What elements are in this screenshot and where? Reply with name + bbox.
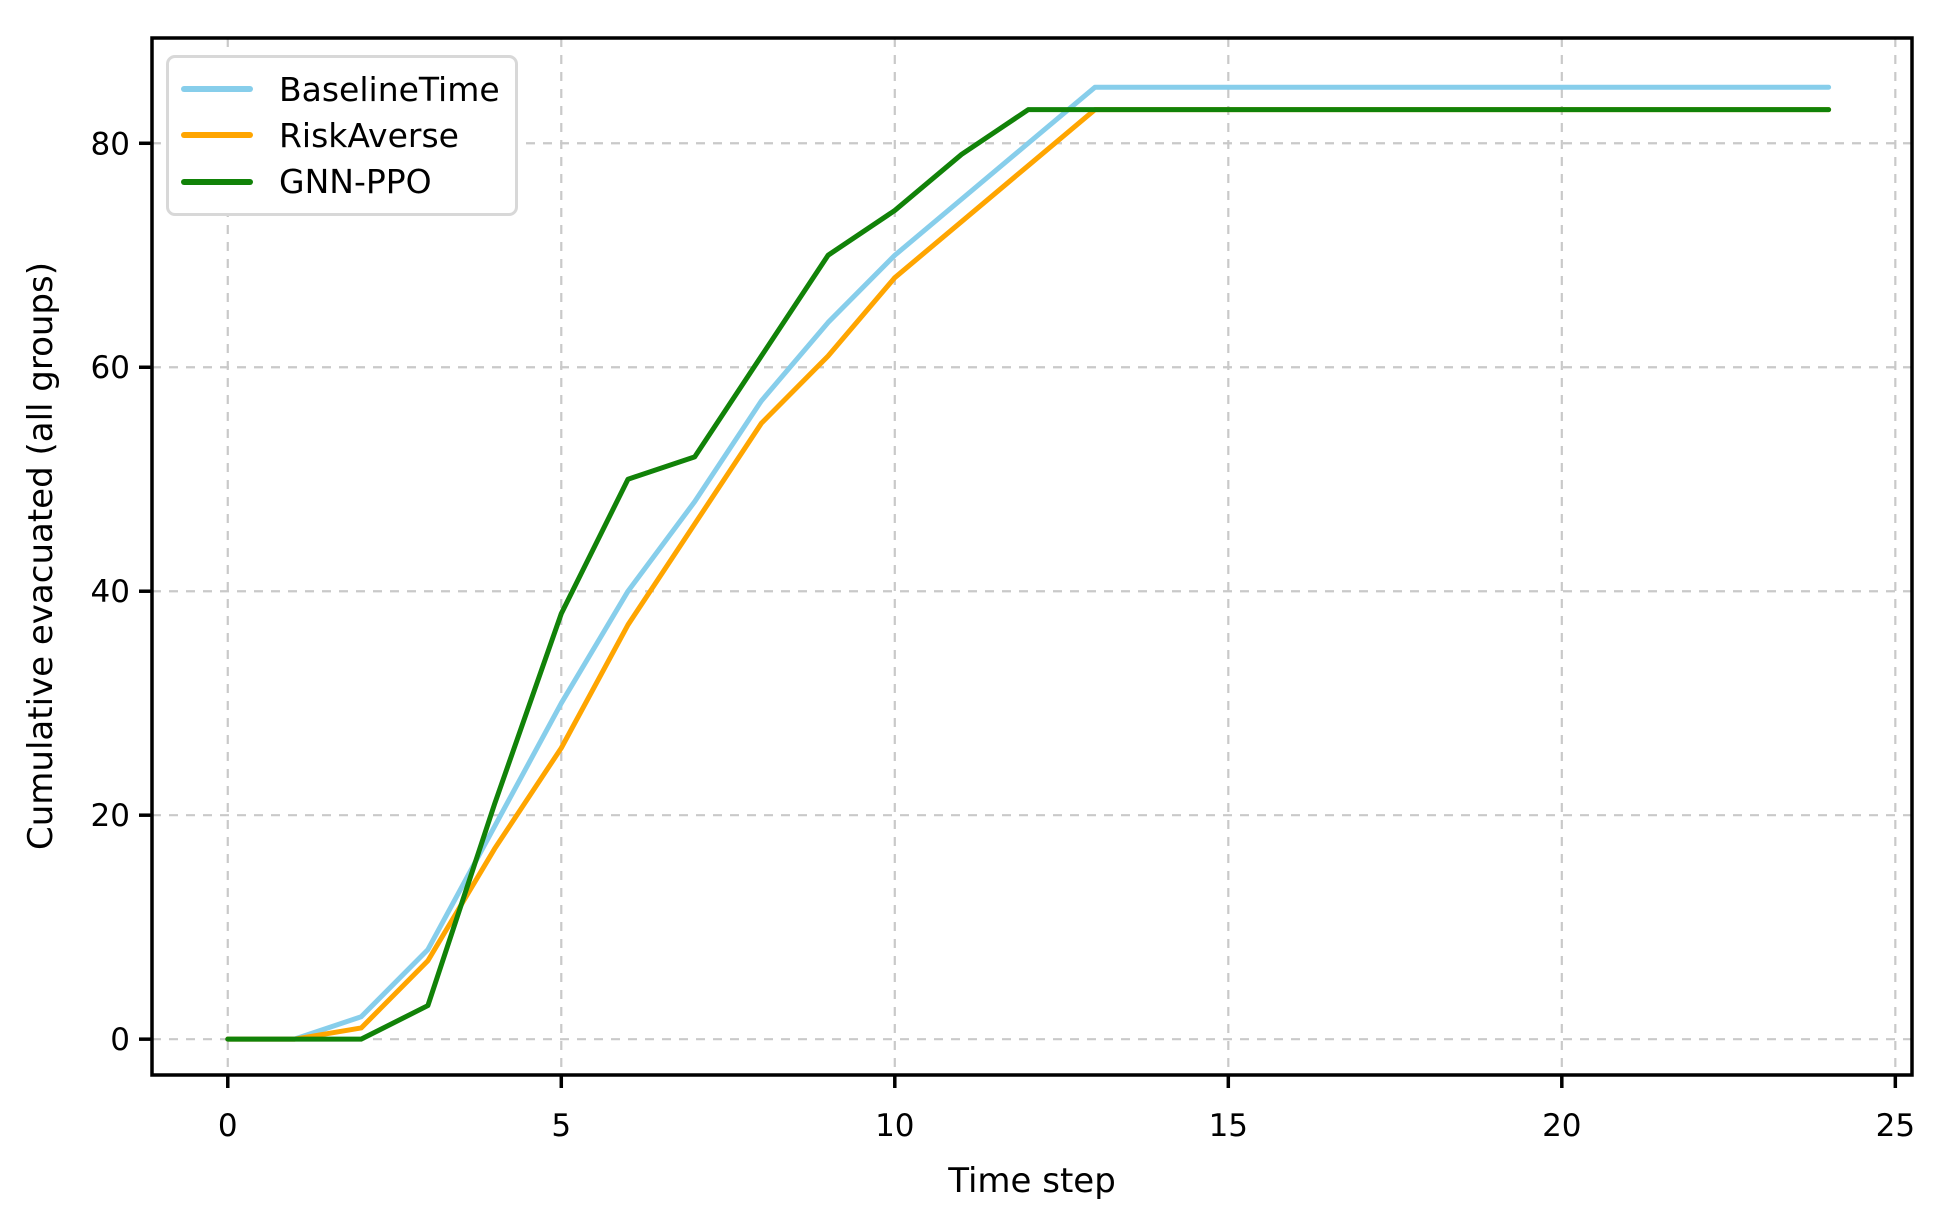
series-layer	[225, 84, 1832, 1042]
y-tick-label-4: 80	[91, 126, 130, 162]
x-tick-label-3: 15	[1209, 1108, 1248, 1144]
legend-swatch-riskaverse	[181, 132, 253, 139]
series-line-gnn-ppo	[225, 107, 1832, 1042]
legend-label-baselinetime: BaselineTime	[279, 69, 500, 109]
legend: BaselineTime RiskAverse GNN-PPO	[166, 55, 518, 216]
legend-swatch-gnn-ppo	[181, 178, 253, 185]
x-tick-label-2: 10	[875, 1108, 914, 1144]
y-tick-label-2: 40	[91, 574, 130, 610]
tick-layer: 0 5 10 15 20 25 0 20 40 60 80	[91, 126, 1916, 1144]
y-tick-label-0: 0	[110, 1022, 130, 1058]
legend-item-gnn-ppo: GNN-PPO	[181, 165, 505, 198]
plot-border	[150, 36, 1914, 1077]
x-tick-label-5: 25	[1876, 1108, 1915, 1144]
legend-swatch-baselinetime	[181, 86, 253, 93]
legend-item-baselinetime: BaselineTime	[181, 73, 505, 106]
y-tick-label-1: 20	[91, 798, 130, 834]
x-tick-label-0: 0	[218, 1108, 238, 1144]
y-axis-label: Cumulative evacuated (all groups)	[21, 262, 61, 850]
y-tick-label-3: 60	[91, 350, 130, 386]
grid-layer	[152, 38, 1912, 1075]
x-axis-label: Time step	[947, 1161, 1116, 1201]
x-tick-label-4: 20	[1542, 1108, 1581, 1144]
legend-label-riskaverse: RiskAverse	[279, 115, 459, 155]
series-line-riskaverse	[225, 107, 1832, 1042]
x-tick-label-1: 5	[551, 1108, 571, 1144]
legend-item-riskaverse: RiskAverse	[181, 119, 505, 152]
series-line-baselinetime	[225, 84, 1832, 1042]
axes-spines	[150, 36, 1914, 1077]
legend-label-gnn-ppo: GNN-PPO	[279, 162, 432, 202]
